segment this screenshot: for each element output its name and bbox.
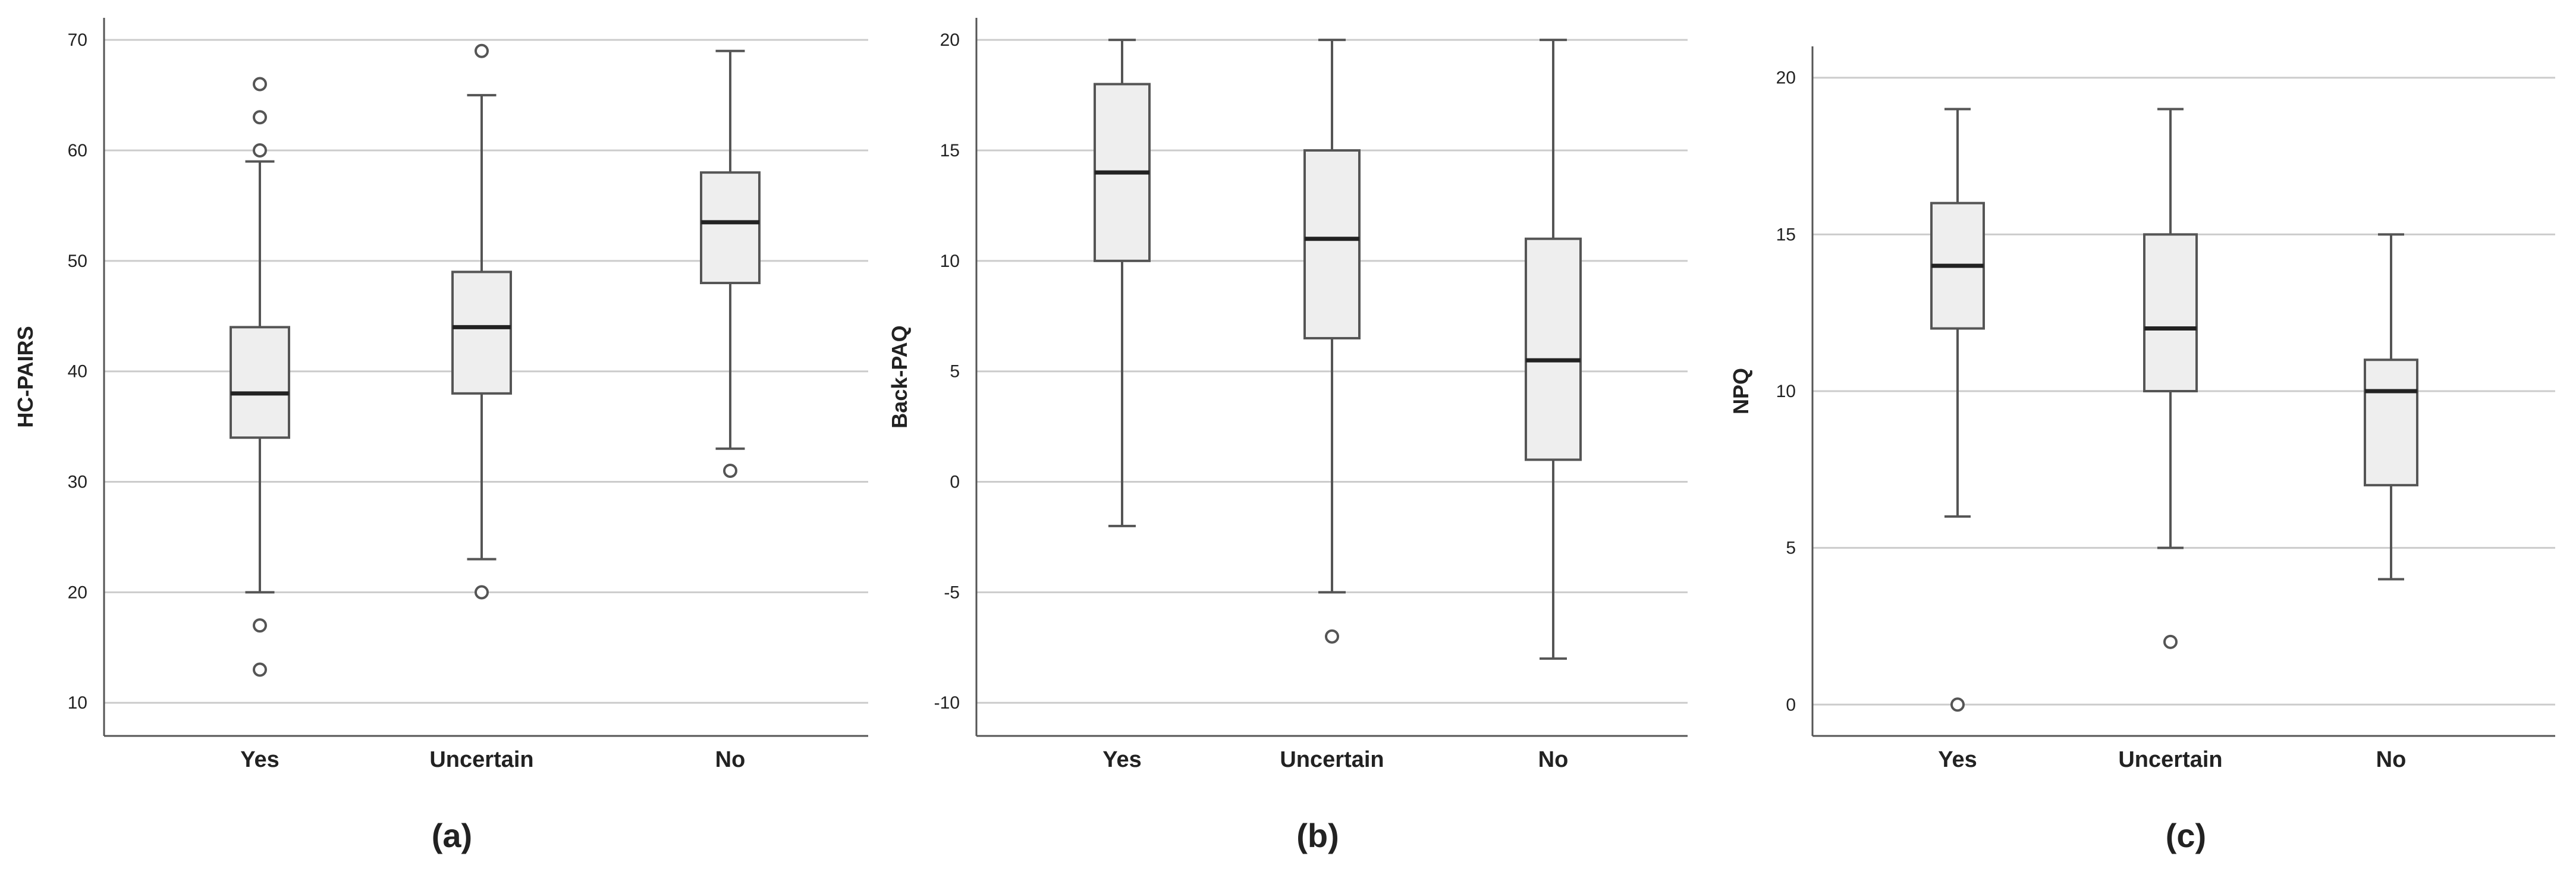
- x-category-label: Uncertain: [1280, 747, 1384, 772]
- y-axis-label: HC-PAIRS: [13, 326, 37, 427]
- y-tick-label: 15: [940, 141, 960, 161]
- y-tick-label: 10: [1776, 382, 1796, 401]
- x-category-label: Uncertain: [429, 747, 533, 772]
- y-tick-label: -10: [934, 693, 960, 713]
- outlier-point: [723, 463, 737, 478]
- box-yes: [230, 77, 290, 677]
- outlier-point: [253, 618, 267, 633]
- outlier-point: [253, 110, 267, 125]
- x-category-label: No: [2376, 747, 2407, 772]
- outlier-point: [475, 585, 489, 600]
- iqr-box: [1525, 237, 1582, 461]
- x-category-label: Yes: [1102, 747, 1142, 772]
- y-tick-label: 0: [950, 473, 960, 492]
- box-no: [700, 49, 761, 478]
- outlier-point: [253, 77, 267, 92]
- box-uncertain: [2143, 108, 2198, 649]
- chart-panel-1: 10 20 30 40 50 60 70 HC-PAIRS Yes Uncertain No (a): [13, 18, 868, 854]
- box-no: [2364, 233, 2418, 581]
- y-axis-label: Back-PAQ: [887, 325, 912, 428]
- y-tick-label: 40: [68, 362, 87, 382]
- y-axis-label: NPQ: [1729, 368, 1753, 414]
- chart-panel-3: 0 5 10 15 20 NPQ Yes Uncertain No (c): [1729, 46, 2555, 854]
- box-no: [1525, 39, 1582, 660]
- chart-panel-2: -10 -5 0 5 10 15 20 Back-PAQ Yes Uncertain No (b): [887, 18, 1688, 854]
- panel-label: (a): [432, 817, 472, 854]
- x-category-label: No: [715, 747, 746, 772]
- box-uncertain: [451, 43, 512, 600]
- x-category-label: Yes: [1938, 747, 1977, 772]
- box-yes: [1094, 39, 1151, 527]
- y-tick-label: 5: [950, 362, 960, 382]
- y-tick-label: 20: [1776, 68, 1796, 88]
- outlier-point: [2163, 634, 2178, 649]
- box-yes: [1930, 108, 1985, 712]
- iqr-box: [1303, 149, 1361, 339]
- iqr-box: [230, 326, 290, 439]
- outlier-point: [475, 43, 489, 58]
- iqr-box: [451, 270, 512, 395]
- outlier-point: [253, 143, 267, 158]
- x-category-label: No: [1538, 747, 1569, 772]
- y-tick-label: 10: [68, 693, 87, 713]
- y-tick-label: 0: [1786, 695, 1796, 715]
- y-tick-label: 10: [940, 251, 960, 271]
- y-tick-label: 15: [1776, 225, 1796, 244]
- outlier-point: [253, 662, 267, 677]
- y-tick-label: 30: [68, 473, 87, 492]
- iqr-box: [2364, 358, 2418, 487]
- y-tick-label: -5: [944, 583, 960, 602]
- iqr-box: [700, 171, 761, 285]
- y-tick-label: 20: [68, 583, 87, 602]
- y-tick-label: 5: [1786, 539, 1796, 558]
- y-tick-label: 70: [68, 30, 87, 50]
- y-tick-label: 20: [940, 30, 960, 50]
- y-tick-label: 50: [68, 251, 87, 271]
- box-uncertain: [1303, 39, 1361, 644]
- panel-label: (b): [1296, 817, 1339, 854]
- outlier-point: [1325, 629, 1339, 644]
- x-category-label: Uncertain: [2118, 747, 2222, 772]
- panel-label: (c): [2166, 817, 2206, 854]
- outlier-point: [1950, 697, 1965, 712]
- x-category-label: Yes: [240, 747, 279, 772]
- y-tick-label: 60: [68, 141, 87, 161]
- iqr-box: [2143, 233, 2198, 392]
